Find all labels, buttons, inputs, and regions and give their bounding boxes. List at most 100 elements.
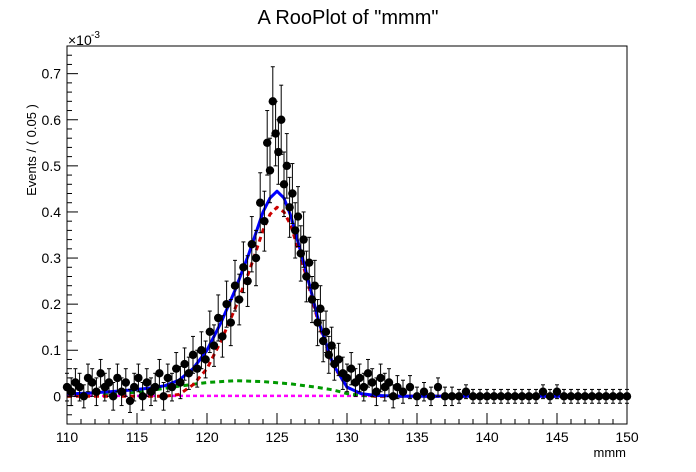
data-marker <box>209 341 219 350</box>
data-point <box>412 386 422 407</box>
data-marker <box>393 382 402 392</box>
data-marker <box>235 295 244 304</box>
data-marker <box>305 258 314 267</box>
data-marker <box>347 364 356 373</box>
data-marker <box>243 276 252 286</box>
data-marker <box>359 382 368 392</box>
data-marker <box>489 392 499 401</box>
y-tick-label: 0.3 <box>42 250 62 266</box>
data-marker <box>475 392 485 401</box>
data-marker <box>355 373 364 383</box>
data-marker <box>334 355 343 364</box>
data-marker <box>188 350 198 360</box>
x-tick-label: 140 <box>475 429 499 445</box>
data-point <box>222 280 231 328</box>
y-tick-label: 0.5 <box>42 158 62 174</box>
data-point <box>205 310 214 354</box>
data-marker <box>324 350 333 360</box>
data-point <box>159 382 168 411</box>
data-point <box>180 347 189 381</box>
data-marker <box>531 392 541 401</box>
data-point <box>398 379 408 404</box>
data-marker <box>580 392 590 401</box>
data-marker <box>67 387 76 396</box>
y-multiplier-base: ×10 <box>68 32 92 48</box>
data-point <box>121 368 130 397</box>
data-point <box>316 285 325 333</box>
data-marker <box>601 392 611 401</box>
data-marker <box>134 373 143 383</box>
x-axis-label: mmm <box>594 445 627 460</box>
data-point <box>243 255 252 307</box>
data-point <box>176 365 185 400</box>
data-point <box>475 388 485 404</box>
data-point <box>601 388 611 404</box>
data-point <box>496 388 506 404</box>
x-tick-label: 115 <box>126 429 149 445</box>
data-marker <box>310 281 319 290</box>
data-marker <box>363 369 373 378</box>
y-tick-label: 0.4 <box>42 204 62 220</box>
data-marker <box>405 382 415 392</box>
data-marker <box>197 346 206 355</box>
data-marker <box>496 392 506 401</box>
data-point <box>587 388 597 404</box>
data-point <box>489 388 499 404</box>
data-point <box>251 229 261 287</box>
data-marker <box>376 373 385 383</box>
data-point <box>265 137 275 204</box>
data-point <box>305 236 314 289</box>
data-point <box>209 324 219 367</box>
data-point <box>580 388 590 404</box>
data-point <box>67 377 76 407</box>
x-tick-label: 150 <box>615 429 639 445</box>
data-marker <box>545 392 555 401</box>
x-tick-label: 120 <box>195 429 219 445</box>
data-marker <box>263 138 272 148</box>
data-marker <box>159 392 168 401</box>
data-point <box>393 375 402 400</box>
data-point <box>218 315 227 358</box>
data-point <box>293 186 303 248</box>
data-marker <box>163 373 172 383</box>
data-point <box>608 388 618 404</box>
data-point <box>277 84 286 155</box>
data-marker <box>130 382 139 392</box>
data-marker <box>277 115 286 124</box>
curve-background-green <box>66 379 627 398</box>
data-marker <box>268 97 277 106</box>
data-marker <box>271 129 280 138</box>
data-marker <box>230 281 240 290</box>
data-marker <box>265 166 275 175</box>
data-point <box>342 363 352 393</box>
data-marker <box>594 392 604 401</box>
y-axis-label: Events / ( 0.05 ) <box>24 104 39 196</box>
data-point <box>440 386 450 407</box>
x-tick-label: 145 <box>545 429 569 445</box>
data-marker <box>372 387 381 396</box>
data-point <box>334 342 343 377</box>
data-marker <box>121 378 130 387</box>
data-marker <box>517 392 527 401</box>
data-point <box>104 368 114 397</box>
data-point <box>109 382 118 411</box>
data-point <box>447 386 457 407</box>
data-point <box>247 216 256 273</box>
data-point <box>510 388 520 404</box>
data-point <box>531 388 541 404</box>
data-marker <box>180 359 189 369</box>
data-point <box>347 352 356 386</box>
y-multiplier-exponent: -3 <box>91 30 100 41</box>
data-marker <box>587 392 597 401</box>
data-marker <box>247 240 256 249</box>
data-marker <box>368 378 377 387</box>
data-marker <box>319 336 328 346</box>
data-point <box>552 384 562 400</box>
data-marker <box>398 387 408 396</box>
data-point <box>214 294 223 342</box>
data-marker <box>96 369 105 378</box>
data-marker <box>559 392 569 401</box>
y-tick-label: 0.7 <box>42 66 62 82</box>
data-marker <box>384 378 394 387</box>
data-point <box>282 133 291 199</box>
